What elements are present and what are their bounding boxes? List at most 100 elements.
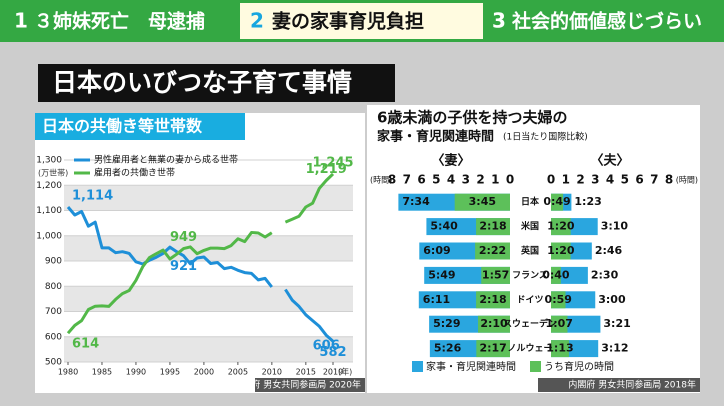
- x-tick-label: 1: [491, 173, 499, 187]
- data-label: 1:57: [482, 268, 509, 281]
- data-label: 582: [319, 345, 346, 360]
- data-label: 5:49: [428, 268, 455, 281]
- x-tick-label: 8: [665, 173, 673, 187]
- data-label: 2:30: [591, 268, 619, 281]
- source-box: [538, 378, 700, 392]
- x-tick-label: 1980: [58, 368, 78, 377]
- x-tick-label: 1: [562, 173, 570, 187]
- data-label: 3:21: [603, 317, 630, 330]
- x-axis-label: (時間): [370, 176, 392, 185]
- data-label: 3:00: [598, 293, 626, 306]
- legend-swatch: [530, 361, 541, 372]
- x-tick-label: 8: [388, 173, 396, 187]
- y-tick-label: 500: [45, 358, 62, 368]
- legend-label: 雇用者の共働き世帯: [94, 167, 175, 179]
- y-tick-label: 900: [45, 257, 62, 267]
- tab-number: 1: [14, 9, 28, 33]
- data-label: 1:07: [546, 317, 573, 330]
- x-tick-label: 6: [417, 173, 425, 187]
- bar: [551, 315, 568, 333]
- x-tick-label: 3: [462, 173, 470, 187]
- bar: [551, 266, 561, 284]
- data-label: 1,245: [312, 155, 353, 170]
- data-label: 1:13: [546, 342, 573, 355]
- legend-label: うち育児の時間: [544, 360, 614, 373]
- y-tick-label: 700: [45, 307, 62, 317]
- x-tick-label: 2: [476, 173, 484, 187]
- data-label: 3:10: [601, 220, 629, 233]
- chart-title: 6歳未満の子供を持つ夫婦の: [377, 109, 567, 127]
- x-tick-label: 2015: [296, 368, 316, 377]
- chart-title: 日本の共働き等世帯数: [42, 117, 203, 136]
- y-tick-label: 1,000: [36, 231, 62, 241]
- series-line: [66, 206, 335, 343]
- tab-number: 2: [250, 9, 264, 33]
- category-label: 日本: [521, 196, 540, 208]
- bar: [551, 193, 564, 211]
- data-label: 949: [170, 230, 197, 245]
- category-label: 米国: [520, 220, 539, 232]
- grid-band: [64, 286, 353, 312]
- x-tick-label: 2000: [194, 368, 214, 377]
- x-tick-label: 0: [547, 173, 555, 187]
- data-label: 5:40: [430, 220, 458, 233]
- data-label: 3:12: [601, 342, 628, 355]
- headline-box: [38, 64, 395, 102]
- x-tick-label: 2: [576, 173, 584, 187]
- bar: [476, 218, 510, 236]
- y-tick-label: 1,200: [36, 181, 62, 191]
- y-tick-label: 1,100: [36, 206, 62, 216]
- tab-label: ３姉妹死亡 母逮捕: [34, 10, 205, 33]
- data-label: 1:23: [574, 195, 601, 208]
- chart-note: (1日当たり国際比較): [503, 131, 588, 143]
- grid-band: [64, 336, 353, 362]
- data-label: 1:20: [547, 220, 575, 233]
- x-axis-label: (年): [338, 367, 352, 377]
- data-label: 6:09: [423, 244, 450, 257]
- data-label: 606: [313, 339, 340, 354]
- chart-title-box: [35, 113, 245, 140]
- x-tick-label: 7: [650, 173, 658, 187]
- headline: 日本のいびつな子育て事情: [52, 68, 352, 97]
- data-label: 1,219: [306, 162, 347, 177]
- source: 内閣府 男女共同参画局 2020年: [233, 379, 361, 391]
- chart-subtitle: 家事・育児関連時間: [377, 129, 494, 145]
- data-label: 5:26: [434, 342, 462, 355]
- series-line: [66, 172, 335, 335]
- bar: [551, 218, 571, 236]
- x-tick-label: 1990: [126, 368, 146, 377]
- data-label: 1,114: [72, 188, 113, 203]
- data-label: 2:22: [479, 244, 506, 257]
- x-tick-label: 7: [403, 173, 411, 187]
- data-label: 0:59: [545, 293, 572, 306]
- bar: [481, 266, 510, 284]
- bar: [551, 242, 571, 260]
- data-label: 7:34: [402, 195, 430, 208]
- x-tick-label: 2010: [262, 368, 282, 377]
- bar: [478, 315, 510, 333]
- x-tick-label: 3: [591, 173, 599, 187]
- source: 内閣府 男女共同参画局 2018年: [568, 379, 696, 391]
- panel-label: 〈妻〉: [431, 153, 470, 169]
- tab-label: 妻の家事育児負担: [272, 10, 424, 33]
- y-tick-label: 600: [45, 332, 62, 342]
- category-label: 英国: [520, 245, 539, 257]
- x-tick-label: 5: [621, 173, 629, 187]
- data-label: 3:45: [469, 195, 496, 208]
- data-label: 0:49: [543, 195, 570, 208]
- category-label: スウェーデン: [503, 318, 557, 330]
- legend-label: 家事・育児関連時間: [426, 360, 516, 373]
- x-tick-label: 6: [635, 173, 643, 187]
- x-tick-label: 4: [447, 173, 455, 187]
- data-label: 614: [72, 337, 99, 352]
- data-label: 2:10: [480, 317, 508, 330]
- x-tick-label: 2019: [323, 368, 343, 377]
- y-tick-label: 1,300: [36, 156, 62, 166]
- bar: [476, 291, 510, 309]
- data-label: 921: [170, 259, 197, 274]
- tab-active: [240, 3, 483, 39]
- bar: [454, 193, 510, 211]
- tab-label: 社会的価値感じづらい: [511, 10, 702, 33]
- data-label: 6:11: [423, 293, 450, 306]
